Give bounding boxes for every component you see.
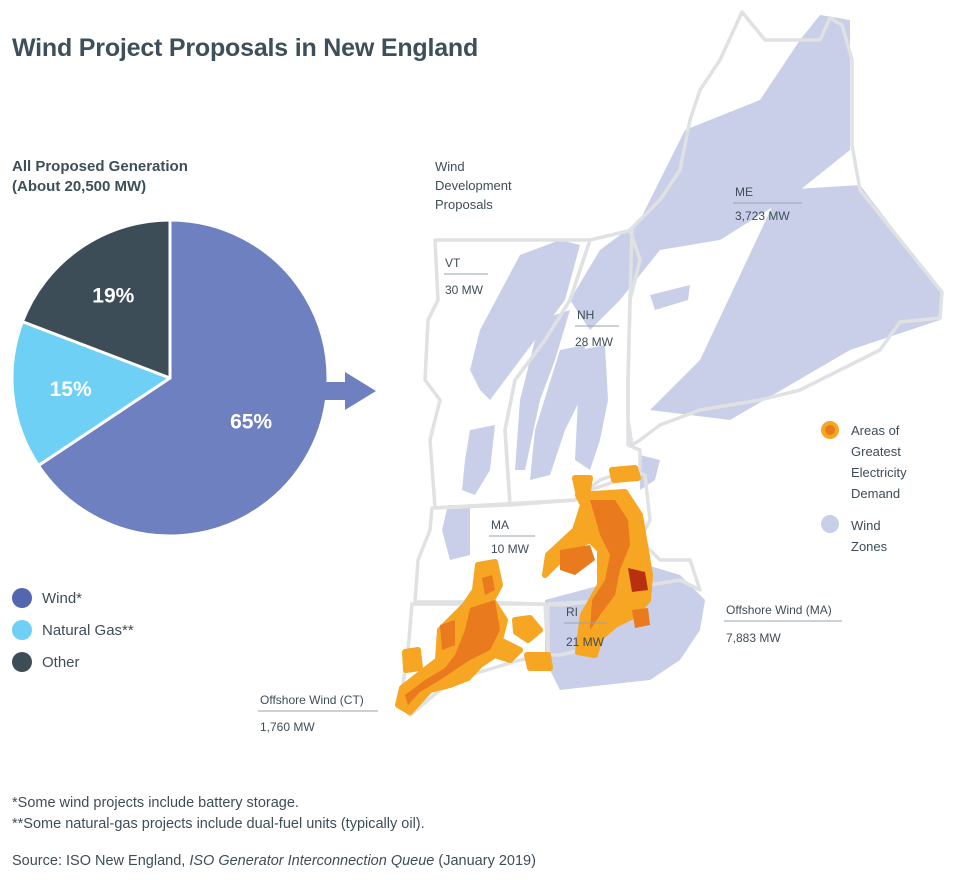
pie-slice-naturalgas — [10, 320, 172, 468]
outline-maine — [626, 10, 944, 447]
offshore-ct-mw: 1,760 MW — [260, 720, 315, 734]
pie-label-wind: 65% — [230, 410, 272, 433]
footnote-2: **Some natural-gas projects include dual… — [12, 816, 425, 832]
wind-zone-ma-west — [442, 505, 470, 560]
arrow-to-map-icon — [325, 372, 376, 410]
demand-inner — [628, 568, 648, 592]
legend-label-other: Other — [42, 653, 80, 671]
wind-zone-cape — [640, 455, 660, 490]
map-heading-line1: Wind — [435, 159, 465, 174]
state-label-me: ME — [735, 185, 753, 199]
legend-swatch-natural-gas — [12, 620, 32, 640]
state-mw-ma: 10 MW — [491, 542, 530, 556]
state-mw-vt: 30 MW — [445, 283, 484, 297]
state-label-nh: NH — [577, 308, 594, 322]
wind-legend-line2: Zones — [851, 539, 888, 554]
source-note: Source: ISO New England, ISO Generator I… — [12, 853, 536, 869]
demand-legend-line3: Electricity — [851, 465, 907, 480]
state-mw-ri: 21 MW — [566, 635, 605, 649]
map-heading-line2: Development — [435, 178, 512, 193]
state-mw-nh: 28 MW — [575, 335, 614, 349]
wind-zone-vermont — [470, 240, 580, 400]
pie-slice-wind — [36, 220, 330, 538]
legend-item-wind: Wind* — [12, 587, 82, 609]
state-label-vt: VT — [445, 256, 461, 270]
wind-zone-vt-south — [462, 425, 495, 495]
demand-legend-line1: Areas of — [851, 423, 900, 438]
wind-zone-small-1 — [650, 285, 690, 310]
source-suffix: (January 2019) — [434, 853, 536, 869]
legend-swatch-other — [12, 652, 32, 672]
offshore-ct-label: Offshore Wind (CT) — [260, 693, 364, 707]
demand-legend-line4: Demand — [851, 486, 900, 501]
state-label-ma: MA — [491, 518, 509, 532]
pie-slice-other — [20, 220, 172, 380]
demand-areas — [395, 465, 653, 715]
pie-label-other: 19% — [92, 285, 134, 308]
wind-zone-maine-east — [650, 185, 940, 420]
pie-slices — [10, 220, 330, 538]
pie-label-naturalgas: 15% — [50, 378, 92, 401]
wind-zone-nh-east — [575, 345, 608, 470]
wind-zone-nh-mid — [530, 345, 585, 480]
wind-zone-nh-west — [515, 310, 570, 470]
legend-item-natural-gas: Natural Gas** — [12, 619, 134, 641]
offshore-ma-label: Offshore Wind (MA) — [726, 603, 832, 617]
legend-item-other: Other — [12, 651, 80, 673]
legend-label-wind: Wind* — [42, 589, 83, 607]
source-title: ISO Generator Interconnection Queue — [189, 853, 435, 869]
source-prefix: Source: ISO New England, — [12, 853, 190, 869]
wind-zone-legend-icon — [821, 515, 839, 533]
pie-subtitle-line1: All Proposed Generation — [12, 158, 188, 175]
demand-mid — [405, 500, 650, 705]
wind-legend-line1: Wind — [851, 518, 881, 533]
wind-zone-maine-north — [570, 15, 850, 330]
footnote-1: *Some wind projects include battery stor… — [12, 795, 299, 811]
legend-label-natural-gas: Natural Gas** — [42, 621, 134, 639]
legend-swatch-wind — [12, 588, 32, 608]
offshore-ma-mw: 7,883 MW — [726, 631, 781, 645]
pie-subtitle-line2: (About 20,500 MW) — [12, 178, 147, 195]
state-label-ri: RI — [566, 605, 578, 619]
demand-legend-line2: Greatest — [851, 444, 901, 459]
map-heading-line3: Proposals — [435, 197, 493, 212]
map-labels: Wind Development Proposals VT 30 MW NH 2… — [258, 159, 842, 734]
page-title: Wind Project Proposals in New England — [12, 34, 479, 62]
map-legend: Areas of Greatest Electricity Demand Win… — [821, 421, 907, 554]
demand-legend-icon-core — [825, 425, 835, 435]
pie-chart: 65% 15% 19% — [10, 220, 376, 538]
state-mw-me: 3,723 MW — [735, 209, 790, 223]
pie-labels: 65% 15% 19% — [50, 285, 273, 434]
